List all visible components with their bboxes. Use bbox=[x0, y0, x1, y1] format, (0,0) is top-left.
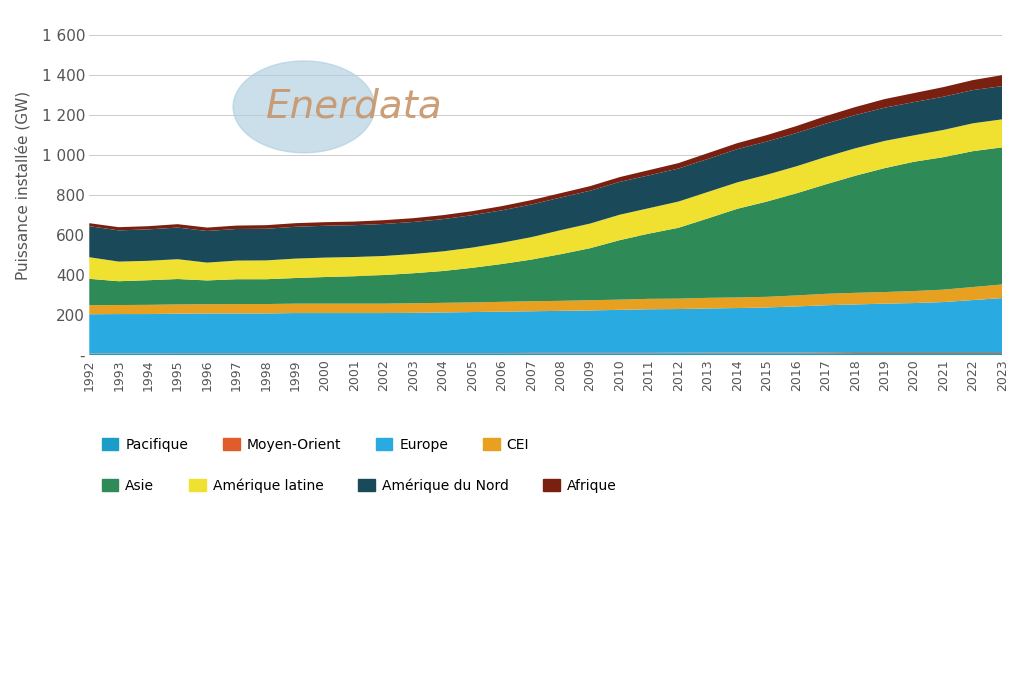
Y-axis label: Puissance installée (GW): Puissance installée (GW) bbox=[15, 90, 31, 280]
Legend: Asie, Amérique latine, Amérique du Nord, Afrique: Asie, Amérique latine, Amérique du Nord,… bbox=[96, 473, 623, 498]
Ellipse shape bbox=[233, 61, 375, 153]
Text: Enerdata: Enerdata bbox=[266, 88, 442, 126]
